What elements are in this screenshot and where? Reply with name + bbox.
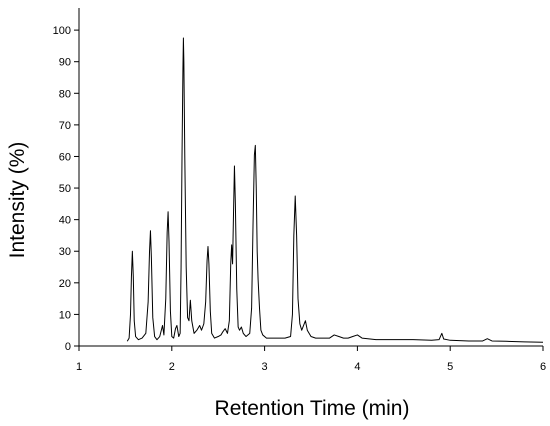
x-tick-label: 4 (354, 361, 360, 373)
x-tick-label: 5 (447, 361, 453, 373)
y-tick-label: 10 (59, 309, 71, 321)
x-tick-label: 3 (262, 361, 268, 373)
y-tick-label: 90 (59, 57, 71, 69)
x-tick-label: 1 (76, 361, 82, 373)
y-tick-label: 40 (59, 215, 71, 227)
x-axis-ticks: 1 2 3 4 5 6 (76, 346, 546, 373)
x-axis-title: Retention Time (min) (215, 397, 410, 420)
x-tick-label: 2 (169, 361, 175, 373)
y-tick-label: 50 (59, 183, 71, 195)
y-tick-label: 100 (53, 25, 71, 37)
y-tick-label: 30 (59, 246, 71, 258)
y-tick-label: 0 (65, 341, 71, 353)
y-axis-ticks: 0 10 20 30 40 50 60 70 80 90 100 (53, 25, 79, 353)
x-tick-label: 6 (540, 361, 546, 373)
y-tick-label: 60 (59, 151, 71, 163)
y-tick-label: 20 (59, 278, 71, 290)
y-tick-label: 70 (59, 120, 71, 132)
chromatogram-trace (126, 37, 544, 343)
y-axis-title: Intensity (%) (6, 142, 29, 259)
y-tick-label: 80 (59, 88, 71, 100)
